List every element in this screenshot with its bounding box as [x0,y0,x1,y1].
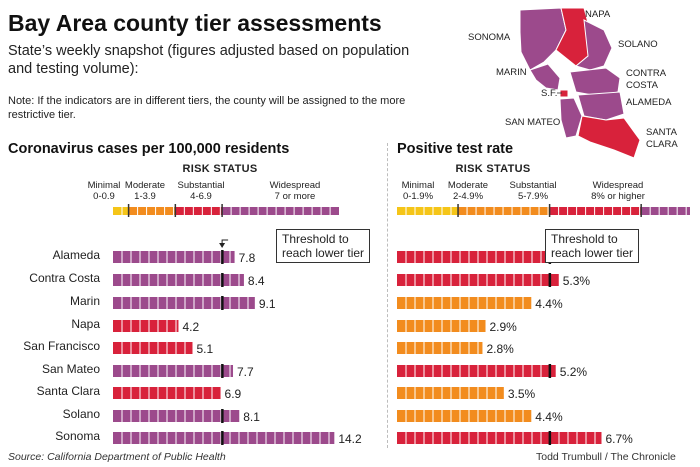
cases-chart-svg: 7.8 8.4 9.1 4.2 5.1 7.7 6.98.1 14.2 [113,204,362,446]
positivity-tier-minimal: Minimal 0-1.9% [401,180,435,202]
positivity-tier-strip-moderate [458,207,550,215]
county-label: San Mateo [41,362,100,376]
panel-divider [387,143,388,448]
map-label-napa: NAPA [585,9,611,20]
positivity-bar [397,410,532,422]
map-label-contra: CONTRA [626,68,667,79]
page-subtitle: State’s weekly snapshot (figures adjuste… [8,43,410,77]
positivity-bar-threshold-tick [548,273,552,287]
county-marin-shape [529,63,561,91]
map-label-sf: S.F. [541,88,558,99]
county-label: Santa Clara [36,384,100,398]
cases-value-label: 8.1 [243,410,260,424]
map-graphic [519,7,641,159]
cases-bar-threshold-tick [221,273,224,287]
positivity-bar [397,342,483,354]
map-label-costa: COSTA [626,80,659,91]
county-label: Solano [62,407,100,421]
positivity-tier-widespread: Widespread 8% or higher [591,180,645,202]
positivity-tier-strip-minimal [397,207,459,215]
positivity-bar [397,251,550,263]
map-label-alameda: ALAMEDA [626,97,672,108]
tier-note: Note: If the indicators are in different… [8,95,406,121]
map-label-santa: SANTA [646,127,677,138]
positivity-value-label: 4.4% [535,410,563,424]
cases-value-label: 4.2 [182,320,199,334]
cases-value-label: 7.7 [237,365,254,379]
positivity-threshold-callout: Threshold to reach lower tier [545,229,640,263]
positivity-tier-strip-widespread [641,207,690,215]
cases-tier-strip-moderate [128,207,176,215]
cases-value-label: 9.1 [259,297,276,311]
cases-chart-title: Coronavirus cases per 100,000 residents [8,141,290,157]
cases-bar-threshold-tick [221,431,224,445]
map-label-solano: SOLANO [618,39,658,50]
cases-bar [113,432,335,444]
positivity-tier-moderate: Moderate 2-4.9% [447,180,489,202]
county-label: Marin [69,294,100,308]
cases-bar [113,320,179,332]
source-note: Source: California Department of Public … [8,451,226,463]
county-san-mateo-shape [559,97,583,139]
county-label: San Francisco [23,339,100,353]
positivity-risk-status-heading: RISK STATUS [455,163,531,175]
positivity-value-label: 2.8% [486,342,514,356]
positivity-tier-substantial: Substantial 5-7.9% [509,180,557,202]
positivity-value-label: 5.2% [560,365,588,379]
cases-tier-strip-minimal [113,207,129,215]
county-label: Alameda [52,248,100,262]
positivity-value-label: 4.4% [535,297,563,311]
cases-bar [113,251,235,263]
cases-tier-widespread: Widespread 7 or more [269,180,321,202]
positivity-value-label: 5.3% [563,274,591,288]
cases-bar [113,274,244,286]
cases-threshold-arrow [219,243,226,248]
cases-value-label: 5.1 [196,342,213,356]
page-title: Bay Area county tier assessments [8,10,382,36]
positivity-bar [397,432,602,444]
cases-value-label: 6.9 [225,387,242,401]
positivity-value-label: 3.5% [508,387,536,401]
positivity-bar [397,320,486,332]
map-label-marin: MARIN [496,67,527,78]
cases-tier-minimal: Minimal 0-0.9 [87,180,121,202]
cases-tier-strip-widespread [222,207,339,215]
cases-value-label: 8.4 [248,274,265,288]
positivity-chart-title: Positive test rate [397,141,514,157]
cases-bar-threshold-tick [221,250,224,264]
cases-bar [113,342,193,354]
map-label-clara: CLARA [646,139,678,150]
positivity-tier-strip-substantial [549,207,642,215]
positivity-value-label: 2.9% [490,320,518,334]
positivity-bar-threshold-tick [548,431,552,445]
map-label-san-mateo: SAN MATEO [505,117,561,128]
county-label: Napa [71,317,100,331]
cases-value-label: 7.8 [239,251,256,265]
positivity-bar-threshold-tick [548,364,552,378]
positivity-bar [397,365,556,377]
cases-tier-strip-substantial [175,207,223,215]
cases-tier-substantial: Substantial 4-6.9 [177,180,225,202]
county-sf-shape [559,89,569,98]
map-label-sonoma: SONOMA [468,32,511,43]
positivity-bar [397,297,532,309]
cases-bar-threshold-tick [221,409,224,423]
cases-value-label: 14.2 [338,432,362,446]
cases-bar-threshold-tick [221,364,224,378]
credit-note: Todd Trumbull / The Chronicle [536,451,676,463]
county-label: Contra Costa [29,271,100,285]
cases-threshold-callout: Threshold to reach lower tier [276,229,371,263]
positivity-value-label: 6.7% [605,432,633,446]
county-solano-shape [574,19,613,71]
county-alameda-shape [577,91,625,121]
county-santa-clara-shape [577,115,641,159]
county-label: Sonoma [55,429,100,443]
positivity-bar [397,387,504,399]
cases-bar-threshold-tick [221,296,224,310]
cases-tier-moderate: Moderate 1-3.9 [124,180,166,202]
cases-bar [113,297,255,309]
cases-risk-status-heading: RISK STATUS [182,163,258,175]
